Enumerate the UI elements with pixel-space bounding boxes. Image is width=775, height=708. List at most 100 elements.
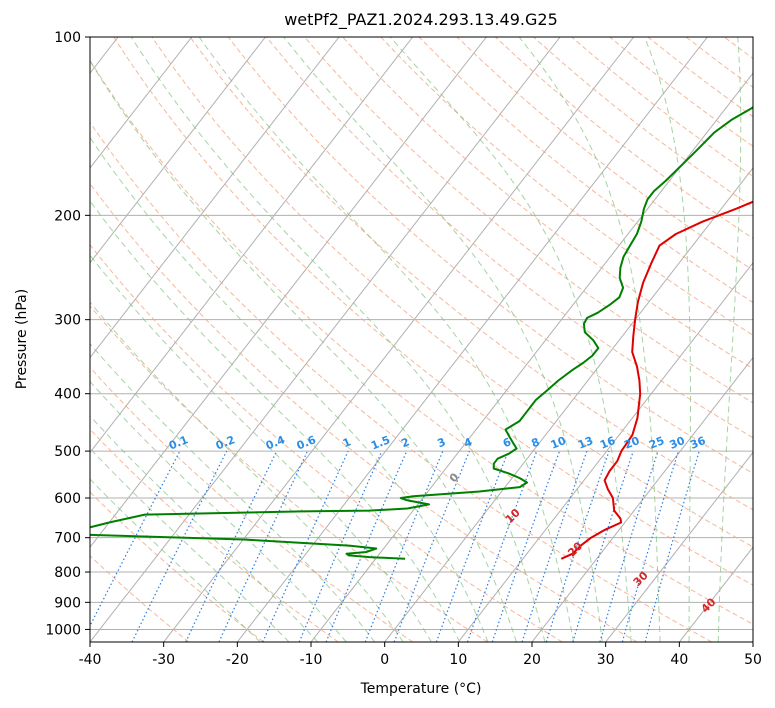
- x-tick-label-10: 10: [449, 652, 467, 668]
- dry-adiabat-90: [227, 37, 753, 474]
- mixing-line-6: [435, 450, 509, 642]
- mixing-line-36: [644, 450, 700, 642]
- moist-adiabat-0: [90, 301, 404, 642]
- mixing-line-4: [393, 450, 471, 642]
- mixing-label-8: 8: [530, 435, 542, 450]
- y-tick-label-600: 600: [54, 491, 81, 507]
- dry-adiabat--30: [90, 555, 190, 642]
- y-tick-label-100: 100: [54, 30, 81, 46]
- moist-adiabat-28: [283, 37, 603, 642]
- x-axis-title: Temperature (°C): [360, 681, 482, 697]
- plot-frame: [89, 36, 754, 643]
- dry-adiabat-10: [90, 305, 488, 642]
- moist-adiabat-36: [518, 37, 661, 642]
- mixing-line-3: [364, 450, 444, 642]
- y-tick-label-700: 700: [54, 531, 81, 547]
- dry-adiabat-50: [90, 59, 753, 625]
- mixing-label-30: 30: [668, 434, 687, 452]
- moist-adiabat-16: [90, 60, 517, 642]
- mixing-line-30: [621, 450, 680, 642]
- y-tick-label-300: 300: [54, 313, 81, 329]
- dry-adiabat-40: [90, 121, 712, 642]
- mixing-ratio-lines: [90, 450, 700, 642]
- x-tick-label--10: -10: [300, 652, 323, 668]
- moist-adiabat-12: [90, 136, 489, 642]
- dry-adiabat-100: [266, 37, 753, 439]
- mixing-line-2: [325, 450, 408, 642]
- moist-adiabat--16: [90, 447, 290, 642]
- series-line-0: [560, 200, 753, 560]
- y-tick-label-1000: 1000: [45, 622, 81, 638]
- isotherm--90: [90, 37, 193, 169]
- dry-adiabat-230: [762, 37, 775, 642]
- mixing-line-13: [521, 450, 588, 642]
- moist-adiabat-4: [90, 254, 432, 642]
- isotherm-50: [752, 641, 753, 642]
- x-tick-label--20: -20: [226, 652, 249, 668]
- mixing-line-25: [599, 450, 659, 642]
- mixing-line-1.5: [298, 450, 383, 642]
- dry-adiabat--20: [90, 491, 264, 642]
- mixing-label-13: 13: [576, 434, 595, 452]
- isotherm--60: [90, 37, 414, 454]
- mixing-label-25: 25: [647, 434, 666, 452]
- x-axis: -40 -30 -20 -10 0 10 20 30 40 50: [79, 642, 762, 668]
- mixing-line-1: [262, 450, 349, 642]
- isotherm--50: [90, 37, 487, 549]
- mixing-line-10: [491, 450, 561, 642]
- dry-adiabat-0: [90, 366, 414, 642]
- moist-adiabat--12: [90, 415, 319, 642]
- isotherm--30: [163, 37, 635, 642]
- mixing-label-20: 20: [622, 434, 641, 452]
- moist-adiabat-32: [389, 37, 632, 642]
- x-tick-label-20: 20: [523, 652, 541, 668]
- moist-adiabat--4: [90, 343, 376, 642]
- y-tick-label-400: 400: [54, 387, 81, 403]
- moist-adiabat-40: [644, 37, 691, 642]
- isotherm--40: [90, 37, 561, 642]
- isotherm-10: [457, 261, 753, 642]
- isotherm--20: [236, 37, 708, 642]
- sounding-series: [90, 105, 753, 560]
- moist-adiabat-44: [717, 37, 742, 642]
- mixing-line-0.2: [131, 450, 228, 642]
- y-axis-title: Pressure (hPa): [14, 289, 30, 389]
- moist-adiabat-24: [198, 37, 575, 642]
- mixing-line-8: [466, 450, 538, 642]
- moist-adiabat-8: [90, 200, 461, 642]
- chart-title: wetPf2_PAZ1.2024.293.13.49.G25: [284, 10, 558, 30]
- mixing-line-16: [545, 450, 610, 642]
- dry-adiabat-70: [151, 37, 753, 548]
- mixing-label-2: 2: [399, 435, 411, 450]
- isotherm-20: [531, 356, 753, 642]
- x-tick-label-40: 40: [670, 652, 688, 668]
- dry-adiabat-30: [90, 182, 638, 642]
- x-tick-label-30: 30: [597, 652, 615, 668]
- y-tick-label-900: 900: [54, 595, 81, 611]
- series-line-1: [90, 105, 753, 560]
- isotherm-grid: [90, 37, 753, 642]
- moist-adiabat--20: [90, 478, 261, 642]
- mixing-label-10: 10: [549, 434, 568, 452]
- dry-adiabats: [90, 37, 775, 642]
- dry-adiabat-label--20: -20: [0, 369, 2, 392]
- isotherm--80: [90, 37, 266, 264]
- isotherm-0: [384, 167, 753, 642]
- dry-adiabat-60: [113, 37, 753, 586]
- y-tick-label-500: 500: [54, 444, 81, 460]
- moist-adiabat-20: [130, 37, 546, 642]
- mixing-label-36: 36: [688, 434, 707, 452]
- mixing-label-16: 16: [598, 434, 617, 452]
- y-axis: 100 200 300 400 500 600 700 800 900 1000: [45, 30, 90, 638]
- isotherm--70: [90, 37, 340, 359]
- mixing-line-20: [572, 450, 634, 642]
- x-tick-label-50: 50: [744, 652, 762, 668]
- x-tick-label-0: 0: [380, 652, 389, 668]
- isotherm-30: [605, 451, 753, 642]
- x-tick-label--30: -30: [152, 652, 175, 668]
- dry-adiabat-20: [90, 244, 563, 642]
- y-tick-label-200: 200: [54, 208, 81, 224]
- x-tick-label--40: -40: [79, 652, 102, 668]
- mixing-label-1: 1: [341, 435, 353, 450]
